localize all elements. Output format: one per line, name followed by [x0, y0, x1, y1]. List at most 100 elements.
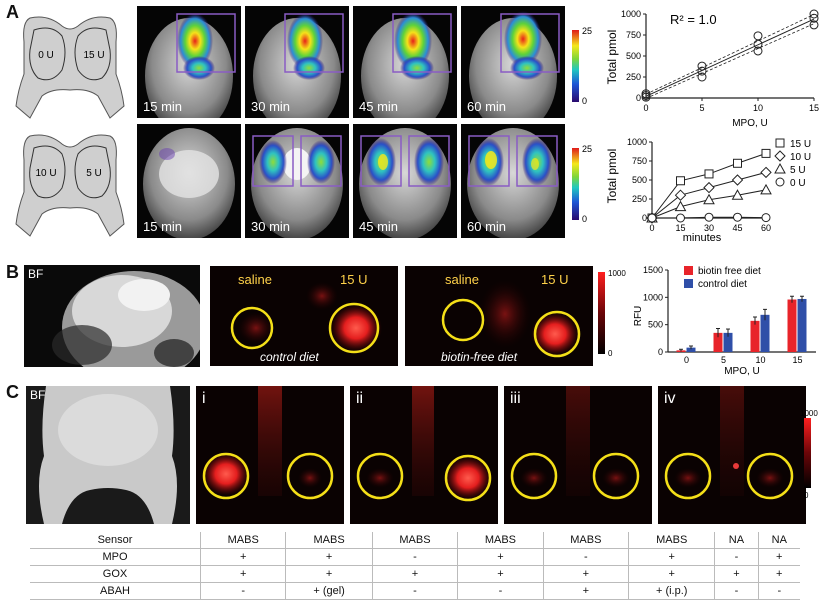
colorbar-max: 1000 [800, 409, 818, 418]
bar [797, 298, 807, 352]
time-label: 60 min [467, 99, 507, 114]
table-row-header: ABAH [30, 582, 201, 600]
data-point [697, 61, 707, 71]
x-axis-label: MPO, U [724, 366, 760, 376]
y-tick-label: 500 [626, 51, 641, 61]
legend-label: 5 U [790, 165, 806, 176]
condition-numeral: ii [356, 390, 364, 407]
series-point-0 [704, 169, 714, 179]
condition-numeral: i [202, 390, 206, 407]
image-a-top-45: 45 min [353, 6, 457, 118]
y-tick-label: 0 [658, 347, 663, 357]
y-axis-label: RFU [633, 306, 644, 327]
table-row: ABAH - + (gel) - - + + (i.p.) - - [30, 582, 800, 600]
injection-diagram-bottom: 10 U 5 U [15, 134, 125, 237]
image-a-bottom-45: 45 min [353, 124, 457, 238]
data-point [809, 13, 819, 23]
time-label: 15 min [143, 219, 183, 234]
colorbar-min: 0 [608, 349, 613, 358]
table-cell: NA [714, 532, 759, 549]
time-label: 45 min [359, 99, 399, 114]
table-cell: + [757, 548, 800, 566]
brightfield-label: BF [30, 388, 46, 402]
table-row-header: GOX [30, 565, 201, 583]
x-tick-label: 5 [721, 355, 726, 365]
y-axis-label: Total pmol [605, 30, 619, 85]
x-tick-label: 10 [753, 103, 763, 113]
series-point-1 [703, 181, 715, 194]
legend-marker [775, 177, 785, 187]
series-point-1 [731, 174, 744, 186]
colorbar-a-bottom: 25 0 [572, 144, 592, 224]
time-label: 30 min [251, 99, 291, 114]
x-tick-label: 30 [704, 223, 714, 233]
y-tick-label: 500 [648, 320, 663, 330]
y-tick-label: 500 [632, 175, 647, 185]
series-point-1 [760, 166, 772, 179]
image-c-ii: ii [350, 386, 498, 524]
table-cell: + [714, 565, 759, 583]
series-point-3 [733, 212, 742, 222]
table-cell: MABS [457, 532, 544, 549]
data-point [697, 72, 707, 82]
table-cell: + [199, 565, 286, 583]
time-label: 60 min [467, 219, 507, 234]
legend-marker [774, 162, 786, 174]
legend-label: control diet [698, 279, 747, 290]
series-point-2 [760, 183, 772, 195]
data-point [753, 46, 763, 56]
y-tick-label: 750 [632, 156, 647, 166]
y-tick-label: 0 [636, 93, 641, 103]
y-tick-label: 0 [642, 213, 647, 223]
chart-mpo-calibration: Total pmol MPO, U R² = 1.0 0250500750100… [605, 9, 819, 128]
image-a-bottom-30: 30 min [245, 124, 349, 238]
legend-swatch [684, 266, 693, 275]
data-point [809, 20, 819, 30]
diagram-top-right-label: 15 U [83, 50, 104, 61]
diagram-bottom-left-label: 10 U [35, 168, 56, 179]
legend-swatch [684, 279, 693, 288]
table-cell: - [757, 582, 800, 600]
fit-line [645, 18, 815, 97]
table-cell: + [542, 565, 629, 583]
y-tick-label: 250 [626, 72, 641, 82]
time-label: 45 min [359, 219, 399, 234]
time-label: 15 min [143, 99, 183, 114]
panel-label-a: A [6, 2, 19, 22]
table-cell: + [542, 582, 629, 600]
table-row-header: MPO [30, 548, 201, 566]
chart-diet-bars: RFU MPO, U 0 500 1000 1500 0 5 10 15 biotin free… [633, 265, 816, 376]
saline-label: saline [445, 272, 479, 287]
table-cell: + [285, 548, 373, 566]
colorbar-a-top: 25 0 [572, 26, 592, 106]
table-cell: + [199, 548, 286, 566]
bar [750, 320, 760, 352]
x-tick-label: 15 [792, 355, 802, 365]
image-a-top-15: 15 min [137, 6, 241, 118]
table-cell: MABS [285, 532, 373, 549]
legend-label: 15 U [790, 139, 811, 150]
panel-label-c: C [6, 382, 19, 402]
table-row: Sensor MABS MABS MABS MABS MABS MABS NA NA [30, 532, 800, 549]
legend-label: 10 U [790, 152, 811, 163]
x-tick-label: 10 [755, 355, 765, 365]
series-point-2 [674, 200, 687, 212]
table-cell: + [628, 548, 715, 566]
panel-label-b: B [6, 262, 19, 282]
table-cell: MABS [542, 532, 629, 549]
table-cell: + (i.p.) [628, 582, 715, 600]
table-cell: + [285, 565, 373, 583]
series-point-3 [761, 213, 771, 223]
data-point [753, 31, 763, 41]
y-tick-label: 1000 [627, 137, 647, 147]
x-tick-label: 0 [684, 355, 689, 365]
table-cell: MABS [199, 532, 286, 549]
table-cell: + [457, 565, 544, 583]
series-point-1 [674, 189, 687, 201]
x-tick-label: 5 [699, 103, 704, 113]
condition-numeral: iii [510, 390, 521, 407]
image-c-i: i [196, 386, 344, 524]
diet-caption: biotin-free diet [441, 350, 518, 364]
legend-label: biotin free diet [698, 266, 761, 277]
bar [713, 332, 723, 352]
